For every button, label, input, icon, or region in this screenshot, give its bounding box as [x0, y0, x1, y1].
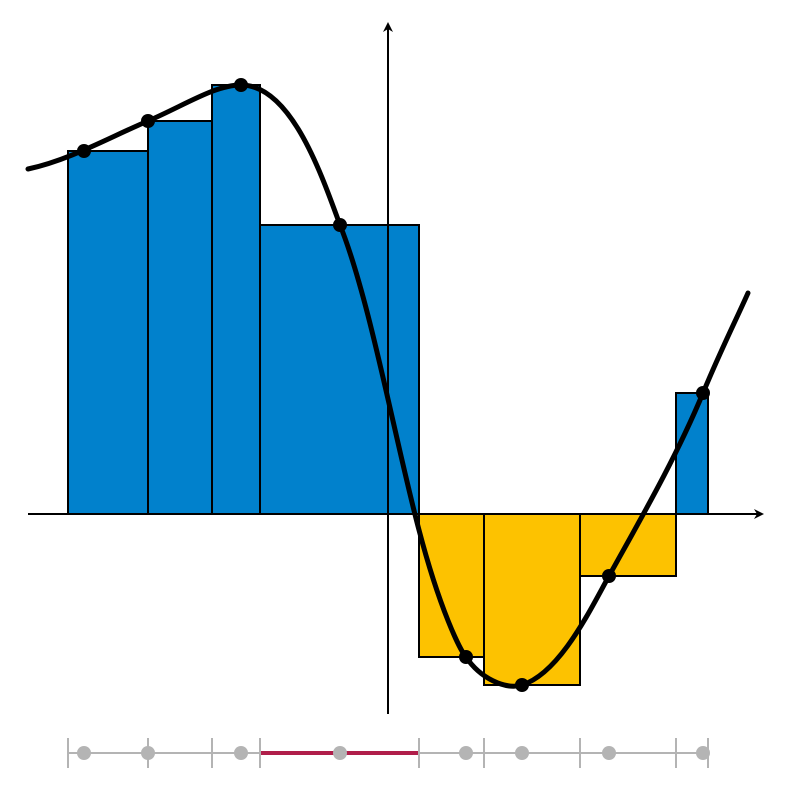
sample-point — [77, 144, 91, 158]
partition-sample-dot — [515, 746, 529, 760]
riemann-bar — [147, 120, 213, 515]
riemann-bar — [675, 392, 709, 515]
sample-point — [141, 114, 155, 128]
negative-bars — [418, 513, 677, 686]
function-curve — [25, 82, 751, 689]
riemann-bar — [483, 513, 581, 686]
riemann-bar — [67, 150, 149, 515]
partition-sample-dot — [333, 746, 347, 760]
riemann-bar — [259, 224, 420, 515]
sample-point — [333, 218, 347, 232]
partition-sample-dot — [77, 746, 91, 760]
partition-sample-dot — [459, 746, 473, 760]
partition-sample-dot — [234, 746, 248, 760]
partition-sample-dot — [602, 746, 616, 760]
sample-point — [459, 650, 473, 664]
riemann-bar — [211, 84, 261, 515]
riemann-bar — [418, 513, 485, 658]
partition-line — [67, 738, 710, 768]
partition-sample-dot — [141, 746, 155, 760]
sample-point — [602, 569, 616, 583]
sample-point — [515, 678, 529, 692]
sample-point — [234, 78, 248, 92]
partition-sample-dot — [696, 746, 710, 760]
sample-point — [696, 386, 710, 400]
sample-points — [77, 78, 710, 692]
